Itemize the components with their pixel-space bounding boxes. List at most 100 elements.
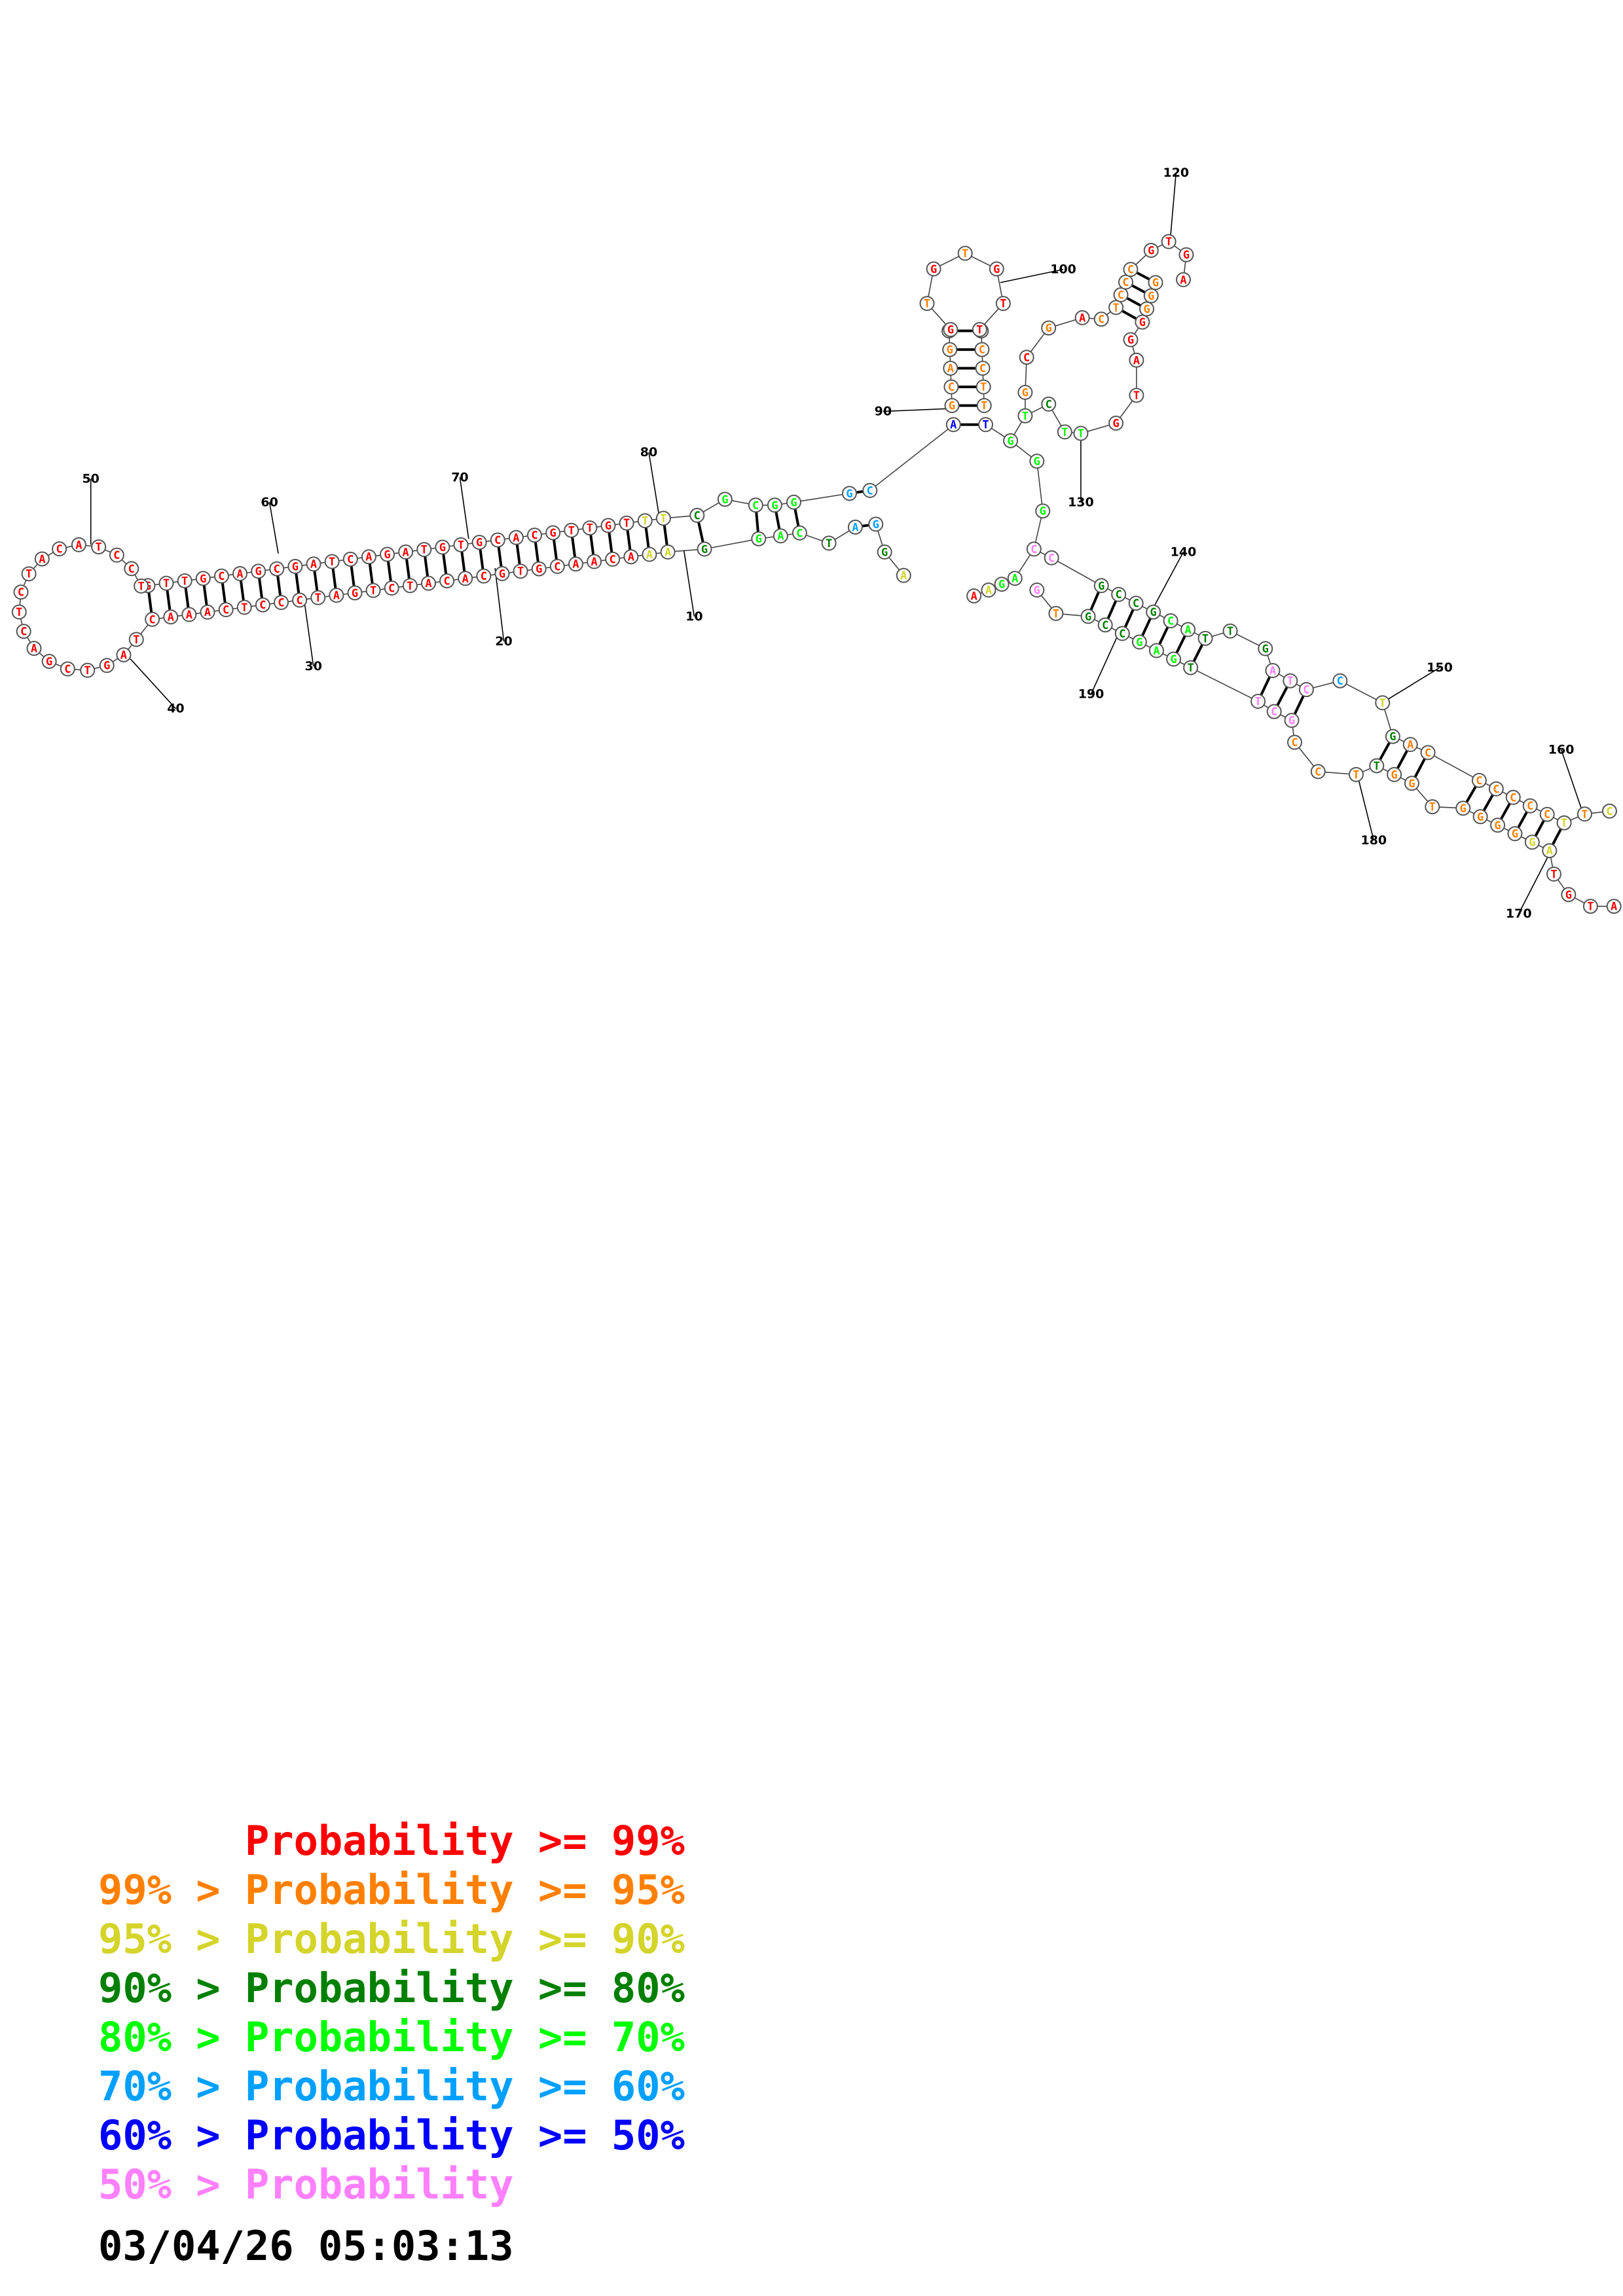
nucleotide-a: A [1180, 622, 1196, 637]
svg-text:T: T [1022, 410, 1029, 423]
backbone [1010, 440, 1044, 550]
legend-label: Probability [244, 2111, 514, 2159]
nucleotide-g: G [926, 261, 941, 277]
svg-text:T: T [1374, 760, 1380, 773]
nucleotide-g: G [1041, 320, 1057, 336]
position-label: 60 [261, 495, 278, 509]
nucleotide-t: T [919, 296, 935, 312]
svg-text:A: A [591, 556, 597, 569]
nucleotide-t: T [1369, 758, 1385, 774]
position-tick-line [1560, 749, 1582, 810]
svg-text:G: G [790, 496, 797, 509]
nucleotide-g: G [1017, 385, 1033, 401]
backbone [1025, 317, 1102, 416]
position-label: 140 [1171, 545, 1197, 559]
legend-label: Probability [244, 1817, 514, 1865]
svg-text:A: A [75, 539, 82, 552]
nucleotide-c: C [490, 532, 505, 548]
nucleotide-g: G [944, 398, 960, 414]
nucleotide-c: C [943, 379, 959, 395]
svg-text:G: G [1148, 245, 1154, 258]
nucleotide-g: G [767, 497, 782, 513]
backbone [985, 339, 1137, 442]
svg-text:T: T [976, 324, 983, 337]
position-tick-line [1169, 172, 1177, 240]
svg-text:G: G [1170, 653, 1176, 666]
svg-text:G: G [352, 587, 358, 600]
nucleotide-a: A [981, 583, 996, 598]
position-tick-line [268, 502, 279, 554]
nucleotide-g: G [600, 518, 616, 533]
nucleotide-c: C [1298, 682, 1314, 698]
svg-text:A: A [204, 606, 211, 619]
position-label: 100 [1050, 262, 1076, 277]
svg-text:G: G [1460, 802, 1467, 816]
svg-text:G: G [846, 488, 852, 501]
nucleotide-a: A [26, 641, 42, 656]
position-label: 30 [304, 659, 321, 673]
svg-text:A: A [572, 558, 579, 571]
nucleotide-t: T [11, 604, 27, 620]
nucleotide-g: G [99, 658, 115, 673]
svg-text:C: C [388, 582, 395, 595]
position-label: 180 [1360, 833, 1387, 848]
svg-text:A: A [1269, 665, 1276, 678]
nucleotide-t: T [1183, 660, 1199, 675]
nucleotide-g: G [1003, 433, 1019, 448]
svg-text:G: G [46, 655, 52, 668]
svg-text:A: A [31, 643, 37, 656]
svg-text:G: G [200, 573, 206, 586]
nucleotide-a: A [896, 567, 911, 583]
nucleotide-c: C [1111, 586, 1127, 602]
legend-upper-bound: 80% [611, 1964, 685, 2012]
nucleotide-a: A [1606, 899, 1622, 914]
svg-text:T: T [1587, 901, 1594, 914]
svg-text:T: T [1078, 427, 1084, 440]
legend-operator: >= [538, 1817, 587, 1865]
nucleotide-t: T [134, 578, 149, 594]
nucleotide-a: A [329, 588, 344, 603]
nucleotide-t: T [972, 322, 987, 338]
svg-text:T: T [826, 537, 832, 550]
legend-lower-bound: 70% > [98, 2062, 221, 2110]
legend-upper-bound: 90% [611, 1915, 685, 1963]
nucleotide-g: G [435, 539, 450, 555]
svg-text:G: G [605, 520, 611, 533]
svg-text:G: G [881, 546, 888, 559]
svg-text:A: A [513, 531, 519, 545]
svg-text:C: C [1527, 800, 1533, 813]
nucleotide-t: T [310, 590, 326, 605]
svg-text:C: C [979, 363, 986, 376]
nucleotide-a: A [623, 549, 639, 565]
nucleotide-t: T [1546, 866, 1561, 882]
svg-text:T: T [138, 580, 145, 593]
legend-label: Probability [244, 2161, 514, 2208]
svg-text:A: A [646, 548, 653, 562]
svg-text:T: T [407, 580, 413, 593]
legend-lower-bound: 99% > [98, 1866, 221, 1914]
svg-text:C: C [1119, 628, 1125, 641]
legend-label: Probability [244, 1915, 514, 1963]
nucleotide-g: G [287, 558, 303, 574]
svg-text:T: T [1379, 697, 1386, 710]
nucleotide-g: G [1139, 301, 1155, 317]
nucleotide-c: C [124, 561, 139, 577]
nucleotide-g: G [494, 565, 510, 581]
nucleotide-t: T [1057, 424, 1072, 440]
svg-text:C: C [867, 484, 873, 497]
nucleotide-t: T [1375, 695, 1391, 711]
nucleotide-g: G [1148, 275, 1163, 291]
nucleotide-c: C [862, 482, 878, 498]
backbone [1427, 752, 1480, 781]
svg-text:C: C [1606, 805, 1613, 818]
svg-text:C: C [56, 543, 62, 556]
svg-text:G: G [1034, 584, 1040, 598]
position-tick-line [1518, 856, 1549, 914]
backbone [869, 425, 953, 492]
svg-text:C: C [1167, 615, 1174, 628]
svg-text:T: T [1188, 662, 1194, 675]
legend-upper-bound: 70% [611, 2013, 685, 2061]
svg-text:A: A [1180, 274, 1186, 287]
nucleotide-t: T [1048, 605, 1064, 621]
legend-row: 50% > Probability [98, 2160, 685, 2209]
